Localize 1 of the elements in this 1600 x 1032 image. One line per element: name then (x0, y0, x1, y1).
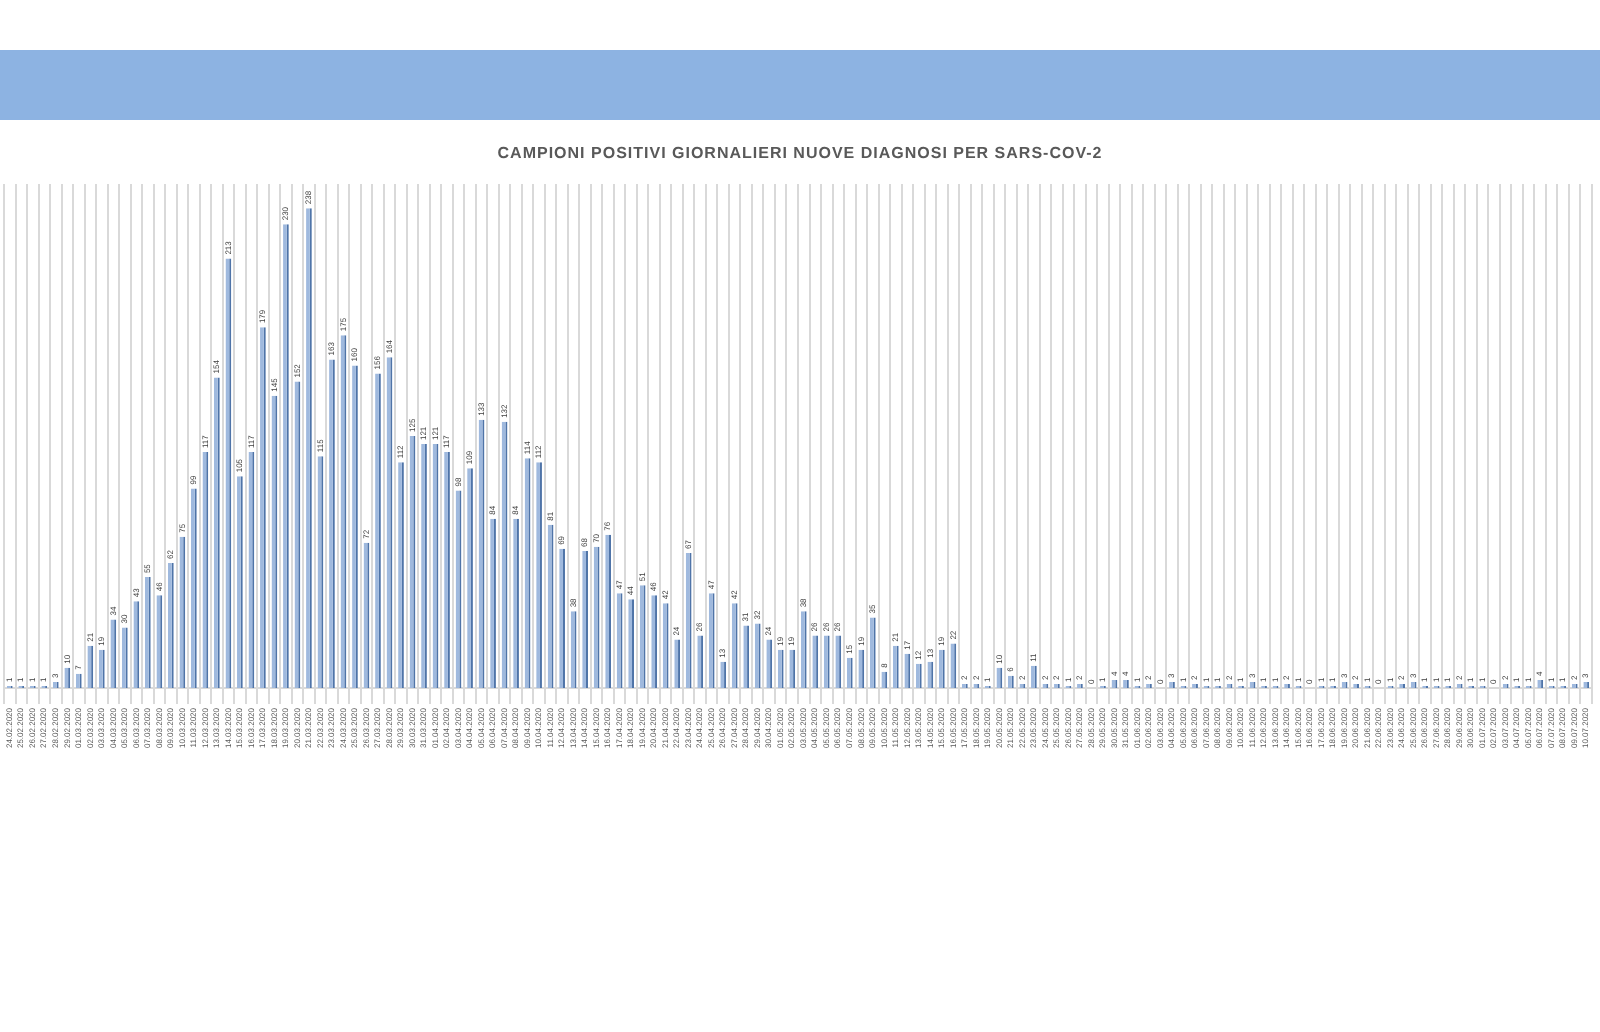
chart-title: CAMPIONI POSITIVI GIORNALIERI NUOVE DIAGNOSI PER SARS-COV-2 (495, 144, 1105, 162)
